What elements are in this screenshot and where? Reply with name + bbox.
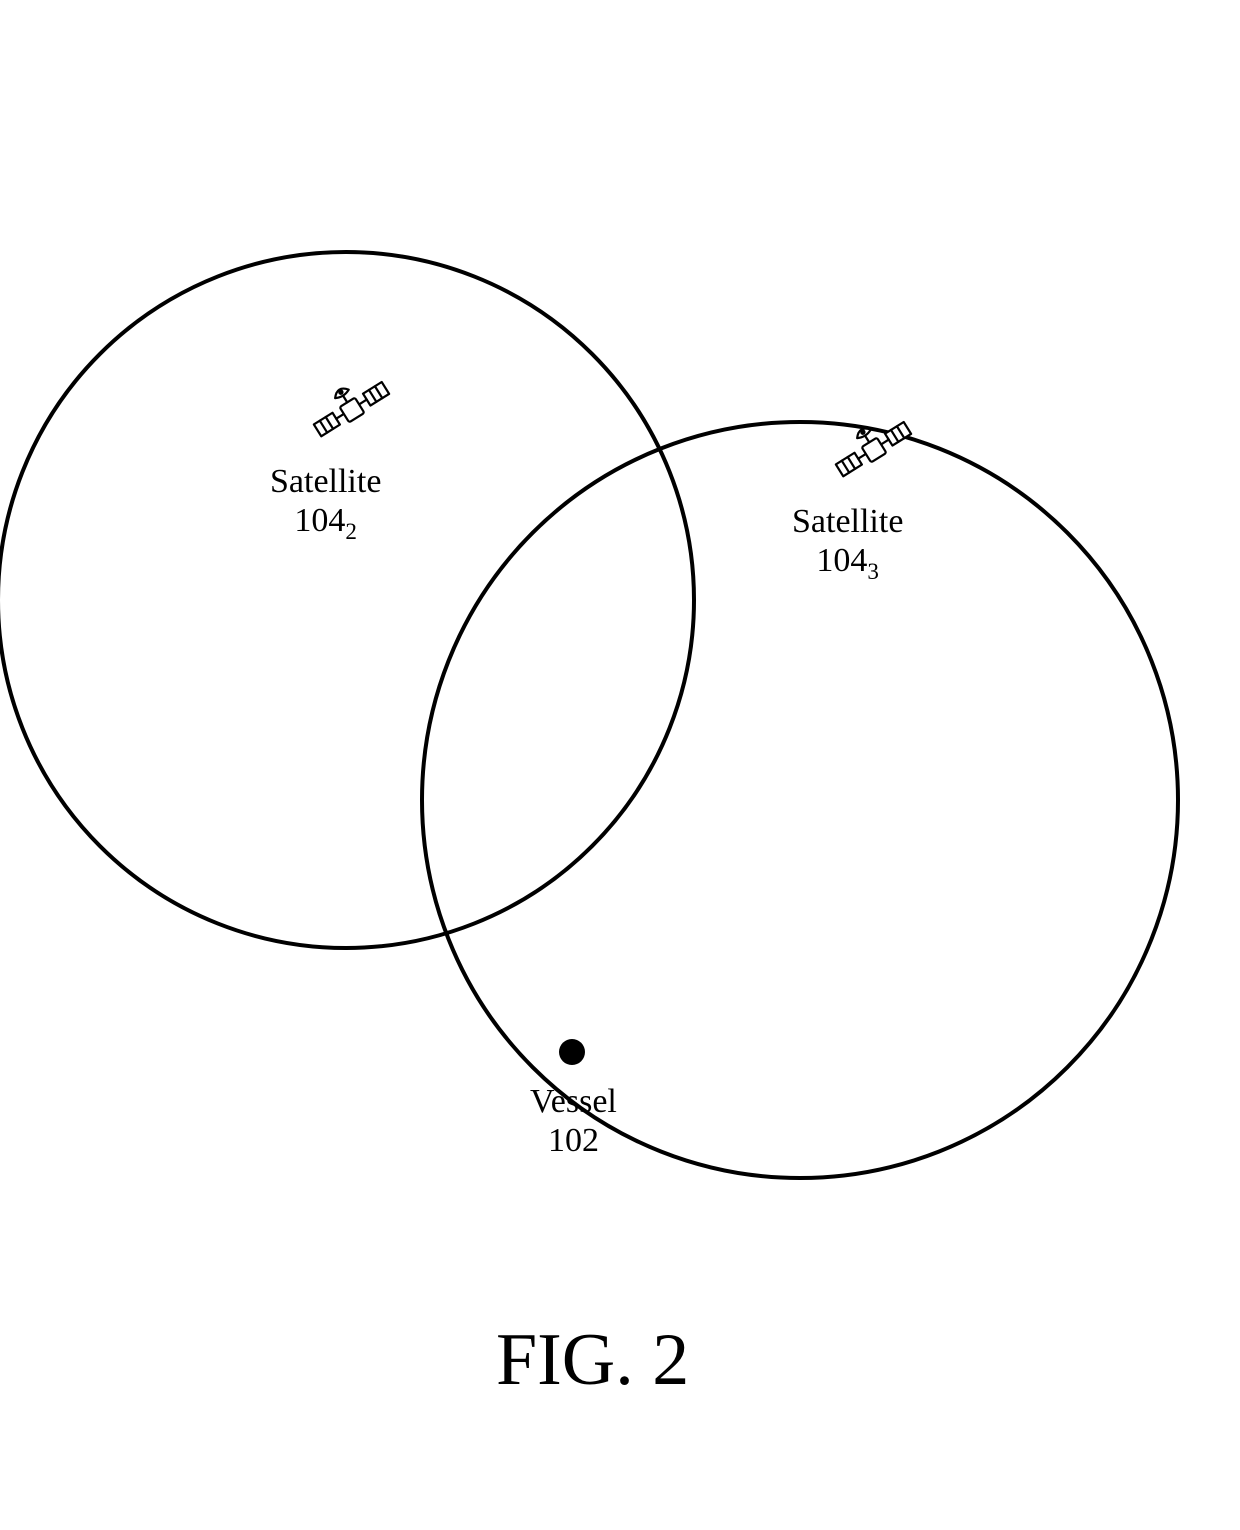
label-line1: Satellite [270,463,381,500]
label-line1: Satellite [792,503,903,540]
satellite-icon [832,415,916,490]
diagram-stage: Satellite 1042 Satellite 1043 Vessel 102… [0,0,1240,1530]
vessel-dot [559,1039,585,1065]
label-satellite-left: Satellite 1042 [270,462,381,545]
label-line2-base: 104 [816,542,867,579]
label-line2-sub: 2 [345,519,357,545]
label-line1: Vessel [530,1083,617,1120]
label-line2-sub: 3 [867,559,879,585]
label-line2: 102 [548,1122,599,1159]
label-satellite-right: Satellite 1043 [792,502,903,585]
figure-caption: FIG. 2 [496,1318,689,1403]
figure-caption-text: FIG. 2 [496,1319,689,1401]
label-vessel: Vessel 102 [530,1082,617,1160]
label-line2-base: 104 [294,502,345,539]
satellite-icon [310,375,394,450]
